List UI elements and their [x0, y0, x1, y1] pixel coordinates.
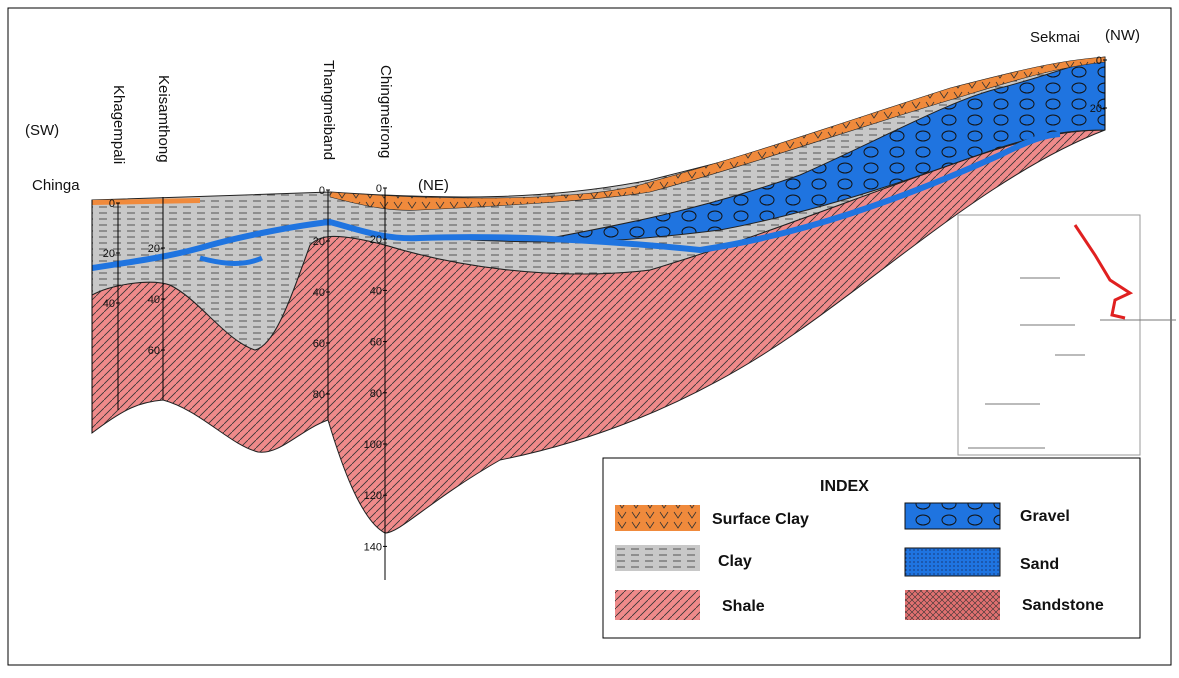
well-name: Chingmeirong: [377, 65, 394, 158]
well-name: Thangmeiband: [320, 60, 337, 160]
legend-label: Surface Clay: [712, 511, 809, 528]
direction-label: (NW): [1105, 27, 1140, 44]
well-name: Chinga: [32, 177, 80, 194]
legend-label: Gravel: [1020, 508, 1070, 525]
legend-title: INDEX: [820, 478, 869, 495]
cross-section: INDEX Surface Clay Clay Shale Gravel San…: [0, 0, 1179, 673]
swatch: [905, 590, 1000, 620]
depth-label: 40: [148, 294, 160, 306]
depth-label: 20: [1090, 103, 1102, 115]
well-name: Sekmai: [1030, 29, 1080, 46]
legend-label: Shale: [722, 598, 765, 615]
legend: INDEX Surface Clay Clay Shale Gravel San…: [603, 458, 1140, 638]
depth-label: 40: [103, 298, 115, 310]
legend-label: Sandstone: [1022, 597, 1104, 614]
depth-label: 0: [376, 183, 382, 195]
legend-label: Sand: [1020, 556, 1059, 573]
page: {"directions":{"sw":"(SW)","ne":"(NE)","…: [0, 0, 1179, 678]
direction-label: (NE): [418, 177, 449, 194]
depth-label: 0: [1096, 55, 1102, 67]
swatch: [905, 503, 1000, 529]
swatch: [615, 505, 700, 531]
direction-label: (SW): [25, 122, 59, 139]
well-name: Keisamthong: [155, 75, 172, 163]
well-name: Khagempali: [110, 85, 127, 164]
depth-label: 20: [148, 243, 160, 255]
depth-label: 100: [364, 439, 382, 451]
depth-label: 20: [313, 236, 325, 248]
inset-log: [958, 215, 1176, 455]
swatch: [615, 545, 700, 571]
depth-label: 0: [319, 185, 325, 197]
depth-label: 60: [370, 337, 382, 349]
depth-label: 20: [370, 234, 382, 246]
depth-label: 40: [370, 285, 382, 297]
swatch: [905, 548, 1000, 576]
depth-label: 60: [313, 338, 325, 350]
depth-label: 140: [364, 541, 382, 553]
depth-label: 60: [148, 345, 160, 357]
depth-label: 20: [103, 248, 115, 260]
depth-label: 0: [109, 198, 115, 210]
depth-label: 80: [313, 389, 325, 401]
depth-label: 40: [313, 287, 325, 299]
legend-label: Clay: [718, 553, 752, 570]
swatch: [615, 590, 700, 620]
depth-label: 120: [364, 490, 382, 502]
depth-label: 80: [370, 388, 382, 400]
